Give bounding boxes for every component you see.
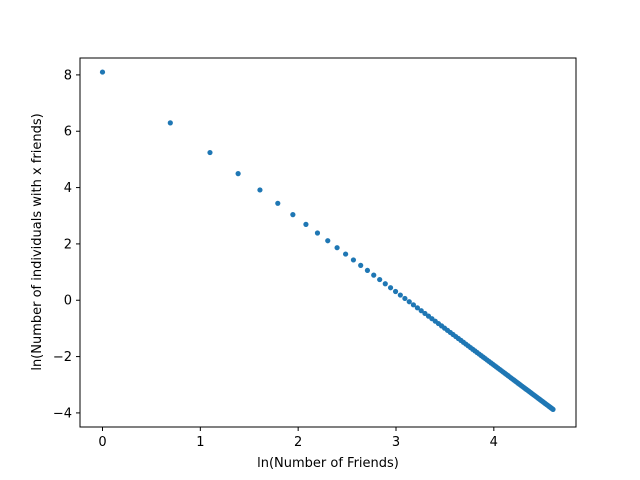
data-point (397, 292, 403, 298)
x-tick-label: 0 (98, 435, 106, 450)
y-axis-label: ln(Number of individuals with x friends) (30, 113, 45, 370)
x-tick-label: 1 (196, 435, 204, 450)
data-point (303, 221, 309, 227)
x-axis-label: ln(Number of Friends) (257, 456, 399, 471)
data-point (377, 276, 383, 283)
y-tick-label: 6 (64, 125, 72, 140)
y-tick-label: −2 (53, 350, 72, 365)
data-point (99, 69, 106, 75)
y-tick-label: −4 (53, 406, 72, 421)
data-point (371, 272, 377, 278)
x-tick-label: 2 (294, 435, 302, 450)
data-point (422, 310, 428, 317)
data-point (290, 212, 296, 218)
data-point (314, 230, 321, 236)
data-point (257, 187, 263, 193)
data-point (418, 308, 424, 314)
data-point (167, 120, 173, 126)
data-point (358, 262, 364, 268)
data-point (414, 305, 420, 311)
data-point (382, 281, 388, 287)
y-tick-label: 4 (64, 181, 72, 196)
data-point (364, 267, 371, 274)
data-point (334, 245, 340, 251)
data-point (325, 238, 331, 244)
y-tick-label: 8 (64, 68, 72, 83)
y-tick-label: 0 (64, 294, 72, 309)
data-point (207, 149, 213, 156)
data-point (350, 257, 357, 263)
data-point (235, 171, 241, 177)
data-points (99, 69, 556, 412)
data-point (343, 251, 349, 257)
data-point (402, 295, 408, 302)
data-point (392, 288, 399, 295)
data-point (410, 302, 417, 308)
x-tick-label: 4 (490, 435, 498, 450)
data-point (406, 299, 412, 305)
y-axis-ticks: −4 −2 0 2 4 6 8 (53, 68, 80, 421)
x-tick-label: 3 (392, 435, 400, 450)
data-point (275, 200, 281, 206)
data-point (550, 406, 556, 412)
x-axis-ticks: 0 1 2 3 4 (98, 427, 498, 450)
y-tick-label: 2 (64, 237, 72, 252)
plot-frame (79, 57, 577, 428)
data-point (387, 285, 394, 291)
